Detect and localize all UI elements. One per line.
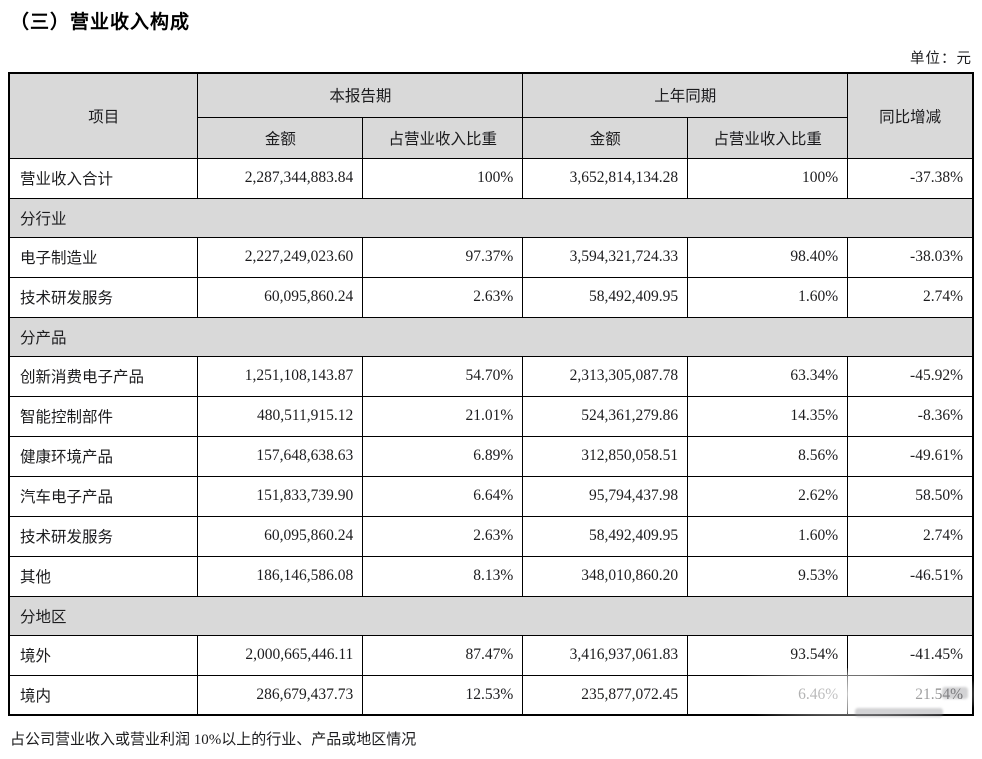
current-proportion-cell: 87.47% [362,634,524,676]
prior-proportion-cell: 1.60% [687,276,849,318]
current-proportion-cell: 100% [362,157,524,199]
revenue-composition-table: 项目 本报告期 上年同期 同比增减 金额 占营业收入比重 金额 占营业收入比重 … [8,72,974,716]
yoy-change-cell: -8.36% [847,395,974,437]
table-body: 营业收入合计 2,287,344,883.84 100% 3,652,814,134.… [8,157,974,716]
prior-proportion-cell: 9.53% [687,555,849,597]
current-proportion-cell: 21.01% [362,395,524,437]
row-item-label: 创新消费电子产品 [8,355,199,397]
table-row: 电子制造业 2,227,249,023.60 97.37% 3,594,321,724… [8,236,974,278]
header-current-period: 本报告期 [197,72,524,118]
section-row: 分产品 [8,316,974,357]
prior-amount-cell: 58,492,409.95 [522,276,689,318]
header-amount-current: 金额 [197,116,364,159]
table-row: 境内 286,679,437.73 12.53% 235,877,072.45 6.46… [8,674,974,716]
table-row: 营业收入合计 2,287,344,883.84 100% 3,652,814,134.… [8,157,974,199]
current-amount-cell: 157,648,638.63 [197,435,364,477]
prior-amount-cell: 348,010,860.20 [522,555,689,597]
row-item-label: 技术研发服务 [8,276,199,318]
prior-proportion-cell: 6.46% [687,674,849,716]
row-item-label: 技术研发服务 [8,515,199,557]
row-item-label: 境内 [8,674,199,716]
yoy-change-cell: 2.74% [847,276,974,318]
header-proportion-current: 占营业收入比重 [362,116,524,159]
row-item-label: 智能控制部件 [8,395,199,437]
current-proportion-cell: 8.13% [362,555,524,597]
prior-amount-cell: 3,652,814,134.28 [522,157,689,199]
row-item-label: 境外 [8,634,199,676]
prior-proportion-cell: 14.35% [687,395,849,437]
current-amount-cell: 286,679,437.73 [197,674,364,716]
yoy-change-cell: -46.51% [847,555,974,597]
yoy-change-cell: -45.92% [847,355,974,397]
table-row: 技术研发服务 60,095,860.24 2.63% 58,492,409.95 1.6… [8,276,974,318]
row-item-label: 电子制造业 [8,236,199,278]
current-amount-cell: 186,146,586.08 [197,555,364,597]
table-row: 境外 2,000,665,446.11 87.47% 3,416,937,061.83… [8,634,974,676]
current-amount-cell: 480,511,915.12 [197,395,364,437]
prior-proportion-cell: 8.56% [687,435,849,477]
header-yoy-change: 同比增减 [847,72,974,159]
table-row: 其他 186,146,586.08 8.13% 348,010,860.20 9.53%… [8,555,974,597]
yoy-change-cell: -38.03% [847,236,974,278]
prior-amount-cell: 95,794,437.98 [522,475,689,517]
table-row: 汽车电子产品 151,833,739.90 6.64% 95,794,437.98 2.… [8,475,974,517]
prior-proportion-cell: 2.62% [687,475,849,517]
current-amount-cell: 1,251,108,143.87 [197,355,364,397]
prior-amount-cell: 235,877,072.45 [522,674,689,716]
current-amount-cell: 2,287,344,883.84 [197,157,364,199]
prior-proportion-cell: 63.34% [687,355,849,397]
current-proportion-cell: 2.63% [362,515,524,557]
current-proportion-cell: 2.63% [362,276,524,318]
table-row: 技术研发服务 60,095,860.24 2.63% 58,492,409.95 1.6… [8,515,974,557]
row-item-label: 营业收入合计 [8,157,199,199]
current-amount-cell: 2,000,665,446.11 [197,634,364,676]
yoy-change-cell: 2.74% [847,515,974,557]
yoy-change-cell: -37.38% [847,157,974,199]
row-item-label: 汽车电子产品 [8,475,199,517]
prior-amount-cell: 58,492,409.95 [522,515,689,557]
unit-label: 单位：元 [910,51,972,67]
current-amount-cell: 2,227,249,023.60 [197,236,364,278]
table-header: 项目 本报告期 上年同期 同比增减 金额 占营业收入比重 金额 占营业收入比重 [8,72,974,159]
current-proportion-cell: 12.53% [362,674,524,716]
row-item-label: 健康环境产品 [8,435,199,477]
prior-proportion-cell: 1.60% [687,515,849,557]
table-row: 智能控制部件 480,511,915.12 21.01% 524,361,279.86… [8,395,974,437]
section-row: 分行业 [8,197,974,238]
current-amount-cell: 151,833,739.90 [197,475,364,517]
section-label: 分地区 [8,595,974,636]
prior-amount-cell: 2,313,305,087.78 [522,355,689,397]
table-row: 创新消费电子产品 1,251,108,143.87 54.70% 2,313,305,… [8,355,974,397]
current-amount-cell: 60,095,860.24 [197,276,364,318]
header-item: 项目 [8,72,199,159]
row-item-label: 其他 [8,555,199,597]
current-proportion-cell: 6.89% [362,435,524,477]
yoy-change-cell: -41.45% [847,634,974,676]
page-title: （三）营业收入构成 [10,12,191,33]
section-row: 分地区 [8,595,974,636]
current-amount-cell: 60,095,860.24 [197,515,364,557]
yoy-change-cell: -49.61% [847,435,974,477]
header-proportion-prior: 占营业收入比重 [687,116,849,159]
section-label: 分产品 [8,316,974,357]
table-row: 健康环境产品 157,648,638.63 6.89% 312,850,058.51 8… [8,435,974,477]
prior-proportion-cell: 93.54% [687,634,849,676]
current-proportion-cell: 54.70% [362,355,524,397]
yoy-change-cell: 58.50% [847,475,974,517]
header-amount-prior: 金额 [522,116,689,159]
current-proportion-cell: 97.37% [362,236,524,278]
prior-amount-cell: 312,850,058.51 [522,435,689,477]
prior-amount-cell: 3,594,321,724.33 [522,236,689,278]
prior-proportion-cell: 98.40% [687,236,849,278]
prior-amount-cell: 524,361,279.86 [522,395,689,437]
yoy-change-cell: 21.54% [847,674,974,716]
header-prior-period: 上年同期 [522,72,849,118]
current-proportion-cell: 6.64% [362,475,524,517]
footer-note: 占公司营业收入或营业利润 10%以上的行业、产品或地区情况 [10,732,417,748]
prior-proportion-cell: 100% [687,157,849,199]
section-label: 分行业 [8,197,974,238]
prior-amount-cell: 3,416,937,061.83 [522,634,689,676]
